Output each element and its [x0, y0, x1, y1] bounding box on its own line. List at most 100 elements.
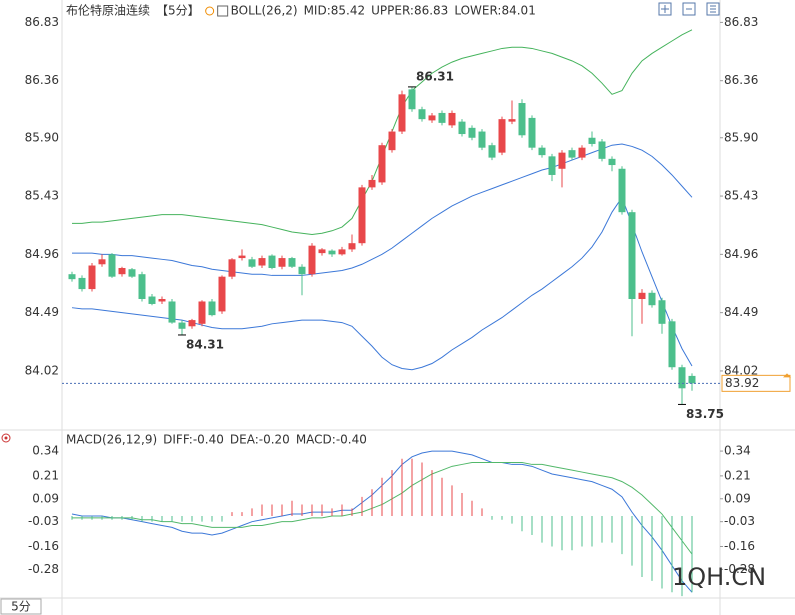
candle-body: [308, 245, 316, 275]
candle-body: [418, 109, 426, 120]
candle-body: [78, 277, 86, 290]
zoom-icon: [661, 5, 669, 13]
candle-body: [608, 158, 616, 166]
y-tick-label-left: 0.09: [32, 491, 59, 505]
legend-entry: UPPER:86.83: [371, 4, 448, 18]
y-tick-label-right: 86.83: [724, 15, 758, 29]
y-tick-label-right: 84.96: [724, 247, 758, 261]
candle-body: [408, 89, 416, 110]
period-tab[interactable]: [0, 598, 42, 615]
candle-body: [168, 301, 176, 323]
candle-body: [238, 255, 246, 259]
y-tick-label-right: 0.21: [724, 468, 751, 482]
candle-body: [538, 147, 546, 156]
y-tick-label-right: 84.02: [724, 363, 758, 377]
legend-entry: DIFF:-0.40: [163, 433, 224, 447]
candle-body: [368, 179, 376, 188]
y-tick-label-left: 84.49: [25, 305, 59, 319]
chart-title: MACD(26,12,9): [66, 433, 157, 447]
toolbar[interactable]: [658, 2, 720, 16]
candle-body: [98, 259, 106, 265]
candle-body: [148, 296, 156, 304]
period-tab-label[interactable]: 5分: [11, 600, 31, 614]
candle-body: [428, 115, 436, 121]
candle-body: [288, 258, 296, 267]
candle-body: [298, 266, 306, 275]
candle-body: [658, 300, 666, 324]
candle-body: [448, 112, 456, 126]
legend-entry: MID:85.42: [304, 4, 366, 18]
candle-body: [548, 156, 556, 175]
candle-body: [688, 375, 696, 384]
y-tick-label-left: 0.34: [32, 444, 59, 458]
watermark: 1QH.CN: [672, 563, 766, 591]
candle-body: [488, 145, 496, 158]
zoom-button[interactable]: [658, 2, 672, 16]
settings-icon: [710, 5, 716, 13]
extreme-label: 83.75: [686, 407, 724, 421]
candle-body: [108, 254, 116, 277]
candle-body: [158, 299, 166, 302]
candle-body: [558, 152, 566, 169]
settings-button[interactable]: [706, 2, 720, 16]
legend-entry: MACD:-0.40: [296, 433, 367, 447]
candle-body: [328, 250, 336, 255]
y-tick-label-left: -0.28: [28, 562, 59, 576]
candle-body: [228, 259, 236, 277]
y-tick-label-right: 86.36: [724, 73, 758, 87]
candle-body: [128, 269, 136, 277]
candle-body: [388, 131, 396, 151]
y-tick-label-right: 0.09: [724, 491, 751, 505]
candle-body: [398, 94, 406, 132]
candle-body: [88, 265, 96, 290]
candle-body: [438, 112, 446, 123]
candle-body: [458, 121, 466, 135]
y-tick-label-right: -0.16: [724, 539, 755, 553]
indicator-icon: [217, 5, 229, 17]
candle-body: [278, 258, 286, 267]
candle-body: [508, 119, 516, 122]
y-tick-label-right: 84.49: [724, 305, 758, 319]
chart-title: 布伦特原油连续: [66, 3, 150, 18]
last-price-arrow: [783, 373, 791, 378]
candle-body: [338, 249, 346, 255]
candle-body: [258, 258, 266, 266]
y-tick-label-right: 85.43: [724, 189, 758, 203]
y-tick-label-left: 86.83: [25, 15, 59, 29]
y-tick-label-right: 85.90: [724, 130, 758, 144]
y-tick-label-left: 86.36: [25, 73, 59, 87]
legend-entry: LOWER:84.01: [454, 4, 536, 18]
candle-body: [318, 249, 326, 254]
period-label: 【5分】: [156, 4, 200, 18]
candle-body: [358, 187, 366, 244]
candle-body: [138, 274, 146, 300]
y-tick-label-right: -0.03: [724, 514, 755, 528]
candle-body: [528, 117, 536, 148]
indicator-icon: [1, 433, 11, 443]
extreme-label: 86.31: [416, 69, 454, 83]
candle-body: [518, 103, 526, 136]
candle-body: [188, 320, 196, 327]
candle-body: [638, 292, 646, 300]
y-tick-label-left: 85.43: [25, 189, 59, 203]
y-tick-label-left: 84.96: [25, 247, 59, 261]
candle-body: [678, 367, 686, 389]
candle-body: [648, 292, 656, 306]
candle-body: [668, 321, 676, 368]
candle-body: [218, 276, 226, 312]
y-tick-label-right: 0.34: [724, 444, 751, 458]
indicator-icon-dot: [4, 436, 8, 440]
candle-body: [198, 301, 206, 324]
y-tick-label-left: 85.90: [25, 130, 59, 144]
candle-body: [118, 267, 126, 275]
candle-body: [248, 259, 256, 267]
candle-body: [498, 119, 506, 153]
y-tick-label-right: -0.28: [724, 562, 755, 576]
y-tick-label-left: 0.21: [32, 468, 59, 482]
y-tick-label-left: 84.02: [25, 363, 59, 377]
y-tick-label-left: -0.16: [28, 539, 59, 553]
candle-body: [568, 150, 576, 158]
minus-button[interactable]: [682, 2, 696, 16]
candle-body: [348, 243, 356, 250]
